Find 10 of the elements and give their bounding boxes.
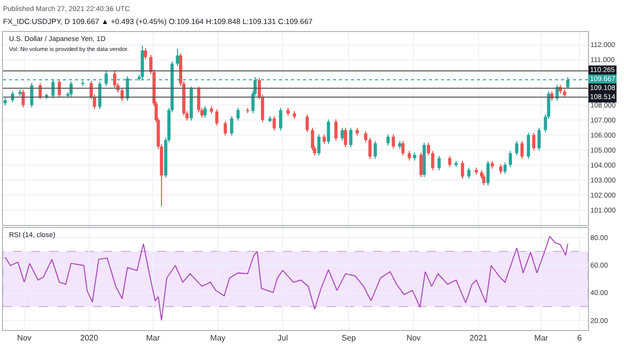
x-tick-label: Mar xyxy=(146,334,160,343)
x-tick-label: Sep xyxy=(342,334,356,343)
x-tick-label: Nov xyxy=(17,334,32,343)
x-tick-label: 6 xyxy=(577,334,582,343)
x-tick-label: Nov xyxy=(406,334,421,343)
x-tick-label: 2021 xyxy=(470,334,488,343)
x-tick-label: May xyxy=(210,334,226,343)
x-tick-label: Mar xyxy=(534,334,548,343)
x-tick-label: 2020 xyxy=(80,334,99,343)
x-tick-label: Jul xyxy=(278,334,288,343)
